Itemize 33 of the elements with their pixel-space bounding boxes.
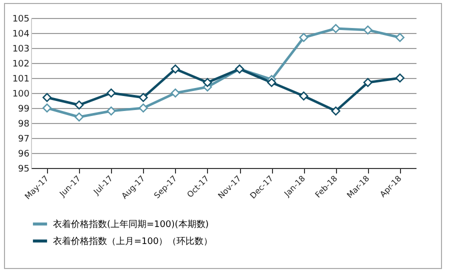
point [42, 92, 52, 102]
y-tick-label: 99 [18, 104, 30, 114]
point [395, 73, 404, 83]
point [74, 112, 84, 122]
point [170, 88, 180, 98]
y-tick-label: 97 [18, 134, 30, 144]
y-tick-label: 95 [18, 164, 30, 174]
point [363, 78, 372, 88]
point [170, 64, 180, 74]
point [331, 24, 340, 34]
y-tick-label: 104 [12, 30, 30, 40]
y-tick-label: 101 [12, 74, 30, 84]
point [299, 32, 308, 42]
point [42, 103, 52, 113]
point [74, 100, 84, 110]
point [267, 78, 276, 88]
y-tick-label: 103 [12, 44, 30, 54]
y-tick-label: 96 [18, 150, 30, 160]
point [202, 78, 212, 88]
legend-label: 衣着价格指数(上年同期=100)(本期数) [53, 219, 209, 230]
point [363, 25, 372, 35]
point [395, 32, 404, 42]
point [331, 106, 340, 116]
y-tick-label: 100 [12, 90, 30, 100]
point [138, 92, 148, 102]
legend-label: 衣着价格指数（上月=100）（环比数） [53, 236, 213, 247]
y-tick-label: 105 [12, 14, 30, 24]
y-tick-label: 98 [18, 120, 30, 130]
point [138, 103, 148, 113]
y-tick-label: 102 [12, 60, 30, 70]
point [106, 88, 116, 98]
point [106, 106, 116, 116]
point [299, 91, 308, 101]
